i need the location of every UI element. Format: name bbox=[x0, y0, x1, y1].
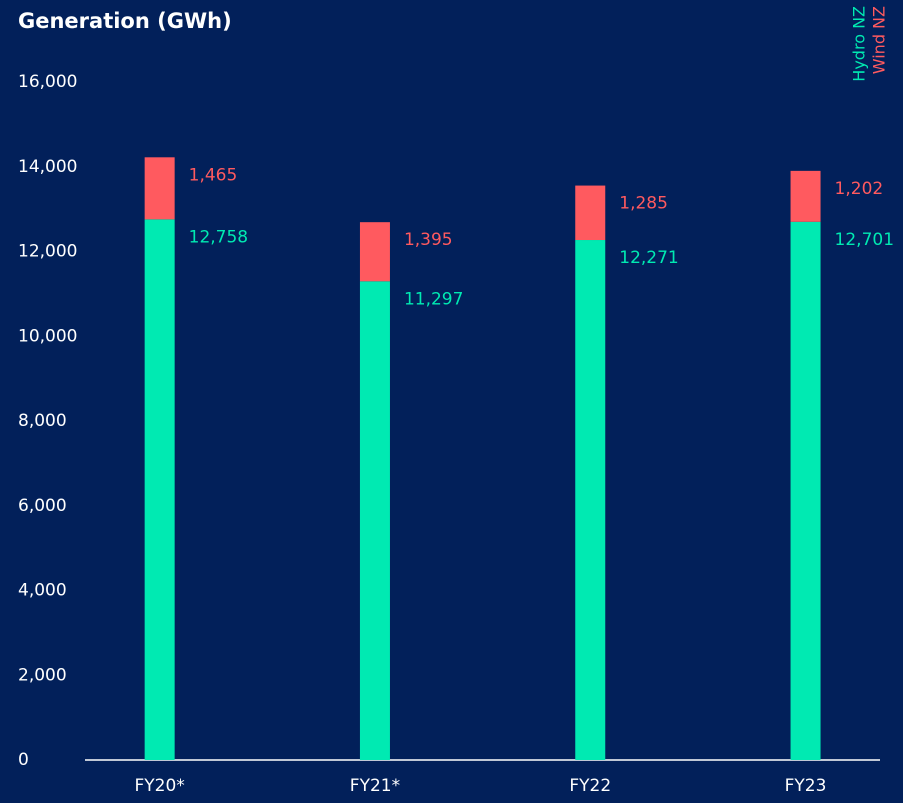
data-label: 1,465 bbox=[189, 165, 238, 185]
legend-entry: Wind NZ bbox=[870, 6, 889, 74]
data-label: 12,271 bbox=[619, 248, 678, 268]
bar-segment bbox=[359, 281, 390, 760]
chart-title: Generation (GWh) bbox=[18, 9, 232, 33]
x-tick-label: FY21* bbox=[350, 776, 400, 796]
bar-segment bbox=[144, 219, 175, 760]
y-tick-label: 6,000 bbox=[18, 496, 67, 516]
data-label: 12,758 bbox=[189, 227, 248, 247]
bar-segment bbox=[575, 185, 606, 241]
legend-entry: Hydro NZ bbox=[850, 6, 869, 82]
y-tick-label: 0 bbox=[18, 750, 29, 770]
y-tick-label: 8,000 bbox=[18, 411, 67, 431]
bar-segment bbox=[790, 221, 821, 761]
data-label: 1,285 bbox=[619, 194, 668, 214]
x-tick-label: FY20* bbox=[135, 776, 185, 796]
bar-segment bbox=[144, 157, 175, 220]
data-label: 1,395 bbox=[404, 230, 453, 250]
data-label: 11,297 bbox=[404, 289, 463, 309]
y-tick-label: 12,000 bbox=[18, 242, 77, 262]
x-tick-label: FY23 bbox=[785, 776, 827, 796]
y-tick-label: 4,000 bbox=[18, 581, 67, 601]
bar-segment bbox=[790, 170, 821, 222]
y-tick-label: 16,000 bbox=[18, 72, 77, 92]
data-label: 12,701 bbox=[835, 230, 894, 250]
y-tick-label: 14,000 bbox=[18, 157, 77, 177]
data-label: 1,202 bbox=[835, 179, 884, 199]
bar-segment bbox=[575, 240, 606, 761]
y-tick-label: 10,000 bbox=[18, 326, 77, 346]
y-tick-label: 2,000 bbox=[18, 665, 67, 685]
x-tick-label: FY22 bbox=[569, 776, 611, 796]
bar-segment bbox=[359, 222, 390, 282]
